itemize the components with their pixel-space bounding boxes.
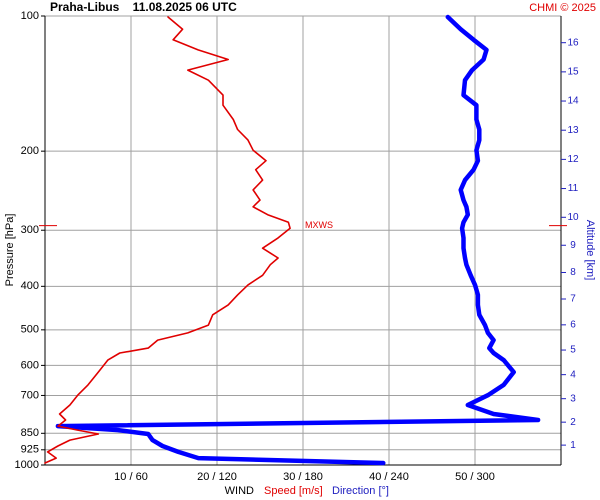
y2-tick-label: 10	[567, 212, 579, 223]
series-line	[44, 16, 291, 464]
y2-tick-label: 11	[568, 183, 579, 194]
annotation: MXWS	[305, 220, 333, 230]
y-tick-label: 500	[21, 324, 39, 336]
y2-tick-label: 14	[567, 96, 579, 107]
x-tick-label: 30 / 180	[283, 471, 323, 483]
x-tick-label: 20 / 120	[197, 471, 237, 483]
y-tick-label: 200	[21, 145, 39, 157]
y-tick-label: 300	[21, 224, 39, 236]
y2-tick-label: 16	[567, 37, 579, 48]
y-tick-label: 100	[21, 10, 39, 22]
y-tick-label: 1000	[15, 459, 39, 471]
y2-axis-label: Altitude [km]	[584, 220, 596, 281]
y2-tick-label: 6	[570, 319, 576, 330]
y2-tick-label: 1	[570, 440, 576, 451]
y2-tick-label: 2	[570, 417, 576, 428]
x-tick-label: 10 / 60	[114, 471, 148, 483]
chart-title: Praha-Libus 11.08.2025 06 UTC	[50, 0, 237, 14]
x-tick-label: 50 / 300	[455, 471, 495, 483]
y2-tick-label: 12	[567, 154, 579, 165]
y2-tick-label: 15	[567, 67, 579, 78]
y2-tick-label: 7	[570, 294, 576, 305]
y-tick-label: 850	[21, 427, 39, 439]
y-tick-label: 700	[21, 389, 39, 401]
x-axis-label: WIND	[225, 485, 254, 497]
y-tick-label: 600	[21, 359, 39, 371]
y-tick-label: 925	[21, 444, 39, 456]
y-tick-label: 400	[21, 280, 39, 292]
y2-tick-label: 5	[570, 345, 576, 356]
y2-tick-label: 8	[570, 267, 576, 278]
x-tick-label: 40 / 240	[369, 471, 409, 483]
series-line	[55, 14, 541, 466]
source: CHMI © 2025	[529, 2, 596, 14]
y2-tick-label: 4	[570, 369, 576, 380]
legend-entry: Speed [m/s]	[264, 485, 323, 497]
y2-tick-label: 3	[570, 393, 576, 404]
y2-tick-label: 9	[570, 240, 576, 251]
legend-entry: Direction [°]	[332, 485, 389, 497]
y-axis-label: Pressure [hPa]	[4, 214, 16, 287]
y2-tick-label: 13	[567, 125, 579, 136]
